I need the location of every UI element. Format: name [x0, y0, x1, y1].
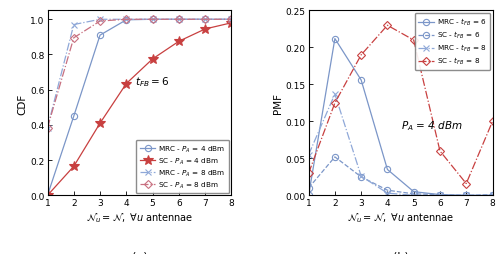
MRC - $t_{FB}$ = 6 — [332, 38, 338, 41]
SC - $P_A$ = 8 dBm — [150, 19, 156, 22]
Line: MRC - $t_{FB}$ = 6: MRC - $t_{FB}$ = 6 — [306, 36, 496, 199]
MRC - $t_{FB}$ = 8 — [437, 194, 443, 197]
Legend: MRC - $t_{FB}$ = 6, SC - $t_{FB}$ = 6, MRC - $t_{FB}$ = 8, SC - $t_{FB}$ = 8: MRC - $t_{FB}$ = 6, SC - $t_{FB}$ = 6, M… — [414, 13, 490, 71]
SC - $P_A$ = 8 dBm — [124, 19, 130, 22]
MRC - $P_A$ = 4 dBm — [176, 19, 182, 22]
SC - $P_A$ = 8 dBm — [44, 126, 51, 130]
SC - $t_{FB}$ = 6 — [384, 189, 390, 192]
SC - $t_{FB}$ = 6 — [306, 187, 312, 190]
MRC - $t_{FB}$ = 8 — [384, 192, 390, 195]
MRC - $t_{FB}$ = 8 — [358, 175, 364, 178]
MRC - $P_A$ = 8 dBm — [202, 19, 208, 22]
SC - $P_A$ = 4 dBm — [71, 165, 77, 168]
MRC - $P_A$ = 8 dBm — [124, 19, 130, 22]
MRC - $t_{FB}$ = 6 — [358, 79, 364, 82]
MRC - $t_{FB}$ = 8 — [410, 194, 416, 197]
SC - $t_{FB}$ = 8 — [384, 25, 390, 28]
Line: MRC - $P_A$ = 4 dBm: MRC - $P_A$ = 4 dBm — [44, 17, 234, 199]
Y-axis label: PMF: PMF — [273, 93, 283, 114]
MRC - $t_{FB}$ = 6 — [490, 194, 496, 197]
MRC - $P_A$ = 8 dBm — [71, 24, 77, 27]
MRC - $P_A$ = 8 dBm — [150, 19, 156, 22]
X-axis label: $\mathcal{N}_u = \mathcal{N},\ \forall u$ antennae: $\mathcal{N}_u = \mathcal{N},\ \forall u… — [86, 210, 193, 224]
SC - $t_{FB}$ = 8 — [410, 39, 416, 42]
Legend: MRC - $P_A$ = 4 dBm, SC - $P_A$ = 4 dBm, MRC - $P_A$ = 8 dBm, SC - $P_A$ = 8 dBm: MRC - $P_A$ = 4 dBm, SC - $P_A$ = 4 dBm,… — [136, 140, 229, 194]
SC - $P_A$ = 8 dBm — [71, 37, 77, 40]
MRC - $t_{FB}$ = 6 — [384, 168, 390, 171]
MRC - $P_A$ = 4 dBm — [228, 19, 234, 22]
SC - $P_A$ = 4 dBm — [150, 58, 156, 61]
MRC - $t_{FB}$ = 8 — [463, 194, 469, 197]
SC - $P_A$ = 8 dBm — [228, 19, 234, 22]
Line: MRC - $t_{FB}$ = 8: MRC - $t_{FB}$ = 8 — [305, 91, 496, 199]
MRC - $P_A$ = 8 dBm — [176, 19, 182, 22]
MRC - $P_A$ = 8 dBm — [44, 126, 51, 130]
MRC - $P_A$ = 4 dBm — [97, 35, 103, 38]
SC - $P_A$ = 4 dBm — [97, 122, 103, 125]
SC - $P_A$ = 4 dBm — [44, 194, 51, 197]
SC - $t_{FB}$ = 6 — [332, 156, 338, 159]
SC - $t_{FB}$ = 8 — [437, 150, 443, 153]
SC - $t_{FB}$ = 6 — [358, 176, 364, 179]
MRC - $t_{FB}$ = 8 — [306, 153, 312, 156]
MRC - $P_A$ = 4 dBm — [124, 19, 130, 22]
MRC - $t_{FB}$ = 8 — [490, 194, 496, 197]
MRC - $P_A$ = 4 dBm — [202, 19, 208, 22]
SC - $t_{FB}$ = 6 — [437, 193, 443, 196]
MRC - $P_A$ = 4 dBm — [150, 19, 156, 22]
SC - $t_{FB}$ = 6 — [463, 194, 469, 197]
SC - $t_{FB}$ = 8 — [463, 182, 469, 185]
SC - $P_A$ = 4 dBm — [124, 83, 130, 86]
Line: SC - $P_A$ = 8 dBm: SC - $P_A$ = 8 dBm — [44, 18, 234, 131]
MRC - $t_{FB}$ = 6 — [463, 194, 469, 197]
SC - $t_{FB}$ = 6 — [410, 193, 416, 196]
SC - $P_A$ = 8 dBm — [202, 19, 208, 22]
Line: SC - $P_A$ = 4 dBm: SC - $P_A$ = 4 dBm — [42, 19, 236, 200]
Text: (b): (b) — [392, 251, 408, 254]
SC - $t_{FB}$ = 8 — [358, 54, 364, 57]
MRC - $P_A$ = 8 dBm — [228, 19, 234, 22]
MRC - $t_{FB}$ = 8 — [332, 93, 338, 96]
Y-axis label: CDF: CDF — [18, 93, 28, 114]
X-axis label: $\mathcal{N}_u = \mathcal{N},\ \forall u$ antennae: $\mathcal{N}_u = \mathcal{N},\ \forall u… — [347, 210, 454, 224]
SC - $P_A$ = 8 dBm — [97, 20, 103, 23]
Line: SC - $t_{FB}$ = 6: SC - $t_{FB}$ = 6 — [306, 154, 496, 199]
MRC - $P_A$ = 4 dBm — [44, 194, 51, 197]
Line: MRC - $P_A$ = 8 dBm: MRC - $P_A$ = 8 dBm — [44, 17, 235, 132]
SC - $P_A$ = 8 dBm — [176, 19, 182, 22]
MRC - $P_A$ = 4 dBm — [71, 115, 77, 118]
MRC - $t_{FB}$ = 6 — [437, 193, 443, 196]
Text: (a): (a) — [132, 251, 148, 254]
SC - $P_A$ = 4 dBm — [176, 41, 182, 44]
SC - $t_{FB}$ = 6 — [490, 193, 496, 196]
MRC - $P_A$ = 8 dBm — [97, 19, 103, 22]
Text: $P_A$ = 4 dBm: $P_A$ = 4 dBm — [401, 119, 462, 133]
MRC - $t_{FB}$ = 6 — [306, 194, 312, 197]
SC - $P_A$ = 4 dBm — [202, 28, 208, 31]
SC - $t_{FB}$ = 8 — [332, 102, 338, 105]
Line: SC - $t_{FB}$ = 8: SC - $t_{FB}$ = 8 — [306, 23, 496, 186]
SC - $t_{FB}$ = 8 — [306, 172, 312, 175]
MRC - $t_{FB}$ = 6 — [410, 190, 416, 194]
SC - $t_{FB}$ = 8 — [490, 120, 496, 123]
SC - $P_A$ = 4 dBm — [228, 22, 234, 25]
Text: $t_{FB} = 6$: $t_{FB} = 6$ — [135, 74, 170, 88]
